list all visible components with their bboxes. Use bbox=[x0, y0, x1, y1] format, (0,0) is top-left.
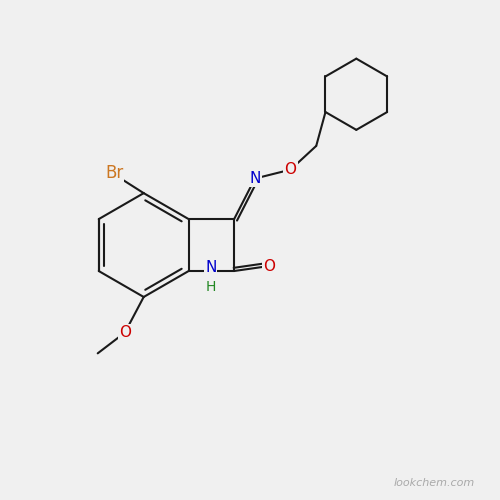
Text: H: H bbox=[206, 280, 216, 294]
Text: Br: Br bbox=[105, 164, 123, 182]
Text: O: O bbox=[119, 325, 131, 340]
Text: N: N bbox=[205, 260, 216, 274]
Text: O: O bbox=[263, 258, 275, 274]
Text: O: O bbox=[284, 162, 296, 177]
Text: lookchem.com: lookchem.com bbox=[394, 478, 475, 488]
Text: N: N bbox=[249, 171, 260, 186]
